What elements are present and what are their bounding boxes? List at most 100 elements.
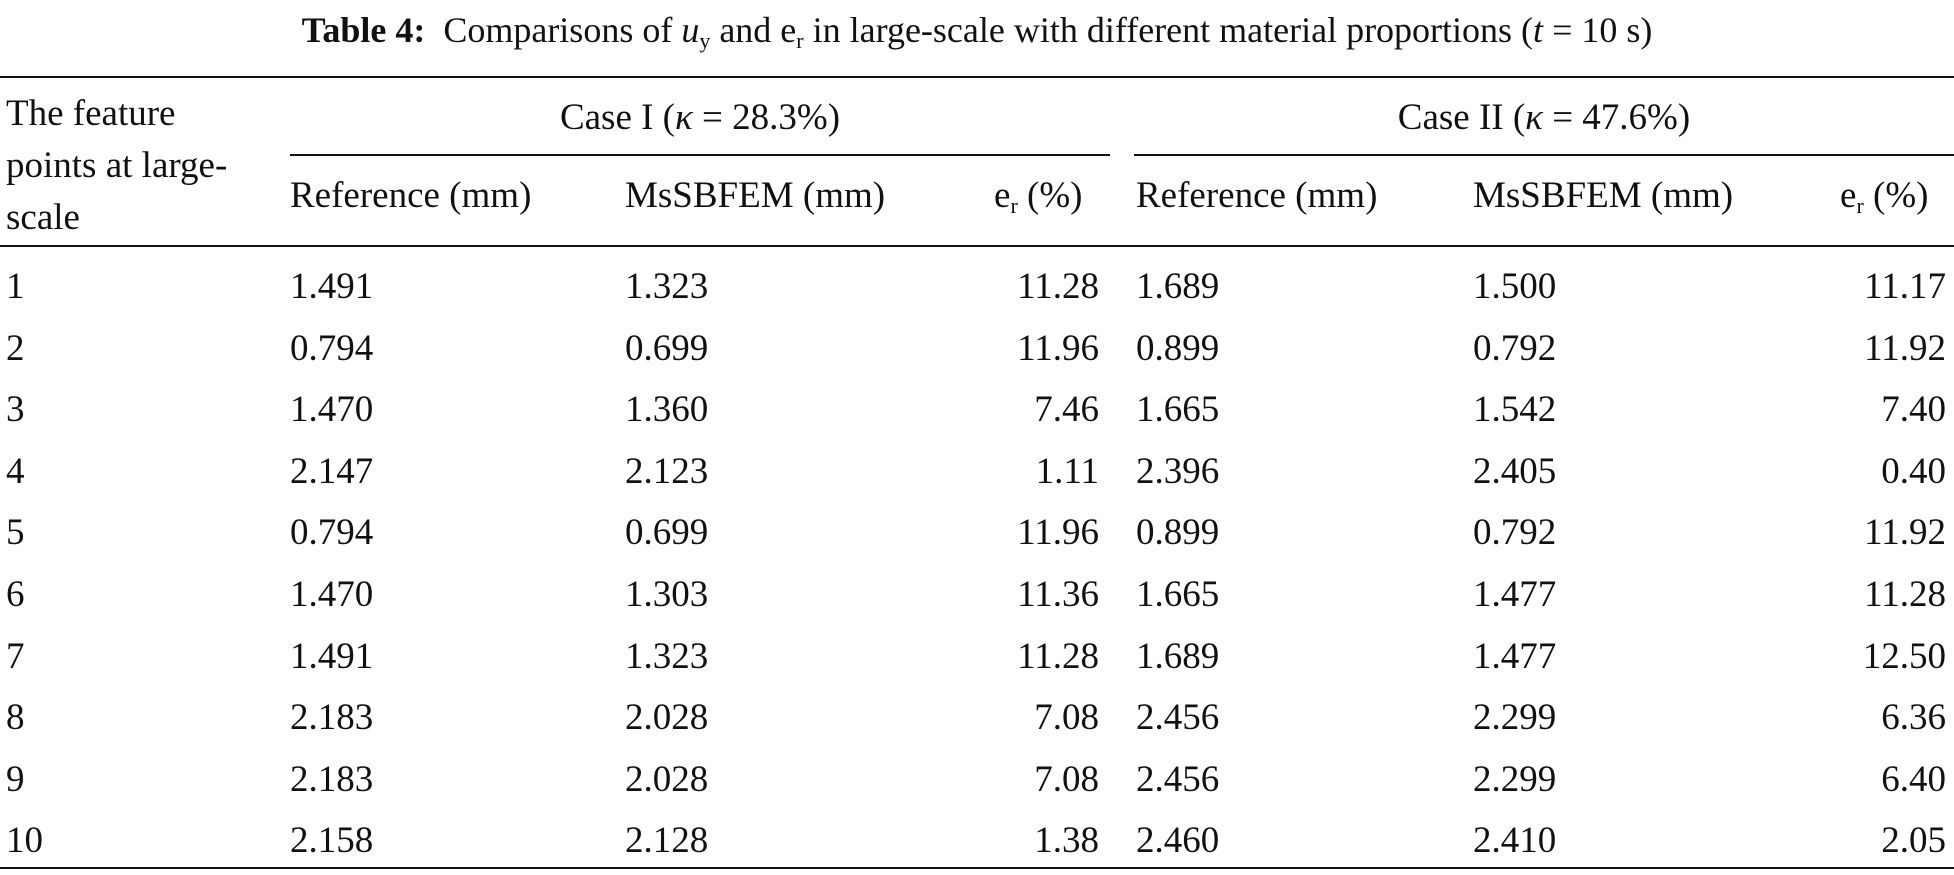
table-cell: 2.410: [1473, 820, 1557, 862]
column-header: MsSBFEM (mm): [625, 175, 886, 216]
table-cell: 11.36: [1017, 574, 1099, 615]
group-header: Case II (κ = 47.6%): [1144, 96, 1944, 140]
table-cell: 12.50: [1862, 635, 1946, 677]
table-cell: 2.028: [625, 758, 709, 800]
group-text: = 47.6%): [1542, 97, 1691, 138]
row-label: 2: [6, 327, 25, 369]
table-cell: 1.665: [1136, 574, 1220, 615]
table-cell: 0.40: [1881, 450, 1946, 492]
table-cell: 6.40: [1881, 758, 1946, 800]
table-cell: 1.323: [625, 266, 709, 307]
table-cell: 1.303: [625, 574, 709, 615]
table-cell: 2.405: [1473, 450, 1557, 492]
row-label: 3: [6, 389, 25, 431]
table-cell: 11.96: [1017, 327, 1099, 369]
group-symbol: κ: [675, 97, 693, 138]
table-cell: 2.05: [1881, 820, 1946, 862]
row-label: 7: [6, 635, 25, 677]
table-cell: 1.689: [1136, 266, 1220, 307]
table-cell: 1.323: [625, 635, 709, 677]
column-text: (%): [1863, 175, 1929, 216]
column-header: Reference (mm): [290, 175, 532, 216]
table-cell: 1.491: [290, 266, 374, 307]
group-header: Case I (κ = 28.3%): [300, 96, 1100, 140]
caption-subscript: r: [796, 28, 804, 53]
top-rule: [0, 76, 1954, 78]
caption-label: Table 4:: [301, 10, 426, 50]
table-cell: 2.456: [1136, 758, 1220, 800]
table-cell: 11.92: [1864, 327, 1946, 369]
group-symbol: κ: [1525, 97, 1543, 138]
table-caption: Table 4: Comparisons of uy and er in lar…: [0, 8, 1954, 52]
table-cell: 1.491: [290, 635, 374, 677]
table-cell: 1.542: [1473, 389, 1557, 431]
row-label: 4: [6, 450, 25, 492]
table-cell: 0.792: [1473, 327, 1557, 369]
table-cell: 1.477: [1473, 635, 1557, 677]
table-cell: 1.11: [1035, 450, 1099, 492]
caption-subscript: y: [699, 28, 711, 53]
column-text: (%): [1017, 175, 1083, 216]
table-cell: 7.40: [1881, 389, 1946, 431]
table-cell: 2.299: [1473, 697, 1557, 739]
table-cell: 2.299: [1473, 758, 1557, 800]
column-text: e: [1840, 175, 1857, 216]
column-subscript: r: [1856, 193, 1864, 218]
table-cell: 7.08: [1034, 697, 1099, 739]
table-cell: 7.08: [1034, 758, 1099, 800]
table-cell: 0.699: [625, 512, 709, 554]
table-cell: 7.46: [1034, 389, 1099, 431]
caption-symbol: u: [681, 10, 700, 50]
table-cell: 2.028: [625, 697, 709, 739]
caption-text: in large-scale with different material p…: [803, 10, 1534, 50]
group-text: = 28.3%): [692, 97, 841, 138]
column-header: er (%): [994, 174, 1082, 218]
table-cell: 0.794: [290, 327, 374, 369]
table-cell: 1.360: [625, 389, 709, 431]
column-header: MsSBFEM (mm): [1473, 175, 1734, 216]
group-text: Case I (: [559, 97, 676, 138]
table-cell: 0.899: [1136, 327, 1220, 369]
table-cell: 0.899: [1136, 512, 1220, 554]
column-subscript: r: [1010, 193, 1018, 218]
row-label: 5: [6, 512, 25, 554]
table-cell: 2.183: [290, 758, 374, 800]
table-cell: 1.470: [290, 574, 374, 615]
table-cell: 2.460: [1136, 820, 1220, 862]
table-cell: 0.699: [625, 327, 709, 369]
table-cell: 1.665: [1136, 389, 1220, 431]
table-cell: 2.456: [1136, 697, 1220, 739]
header-rule: [0, 245, 1954, 247]
table-cell: 2.147: [290, 450, 374, 492]
bottom-rule: [0, 867, 1954, 869]
table-cell: 1.470: [290, 389, 374, 431]
group-rule: [290, 154, 1110, 156]
table-cell: 6.36: [1881, 697, 1946, 739]
caption-text: and e: [710, 10, 797, 50]
column-header: Reference (mm): [1136, 175, 1378, 216]
table-cell: 1.477: [1473, 574, 1557, 615]
table-cell: 1.500: [1473, 266, 1557, 307]
table-cell: 0.792: [1473, 512, 1557, 554]
caption-text: = 10 s): [1543, 10, 1653, 50]
table-cell: 11.28: [1864, 574, 1946, 615]
row-label: 1: [6, 266, 25, 307]
table-cell: 2.128: [625, 820, 709, 862]
row-header: The feature points at large-scale: [6, 93, 228, 238]
table-cell: 0.794: [290, 512, 374, 554]
row-label: 8: [6, 697, 25, 739]
table-cell: 1.38: [1034, 820, 1099, 862]
column-text: e: [994, 175, 1011, 216]
caption-symbol: t: [1533, 10, 1544, 50]
caption-text: Comparisons of: [443, 10, 682, 50]
column-header: er (%): [1840, 174, 1928, 218]
table-cell: 2.396: [1136, 450, 1220, 492]
table-cell: 11.17: [1864, 266, 1946, 307]
table-cell: 11.28: [1017, 266, 1099, 307]
group-text: Case II (: [1397, 97, 1526, 138]
table-cell: 1.689: [1136, 635, 1220, 677]
table-cell: 11.92: [1864, 512, 1946, 554]
row-label: 10: [6, 820, 43, 862]
row-label: 9: [6, 758, 25, 800]
